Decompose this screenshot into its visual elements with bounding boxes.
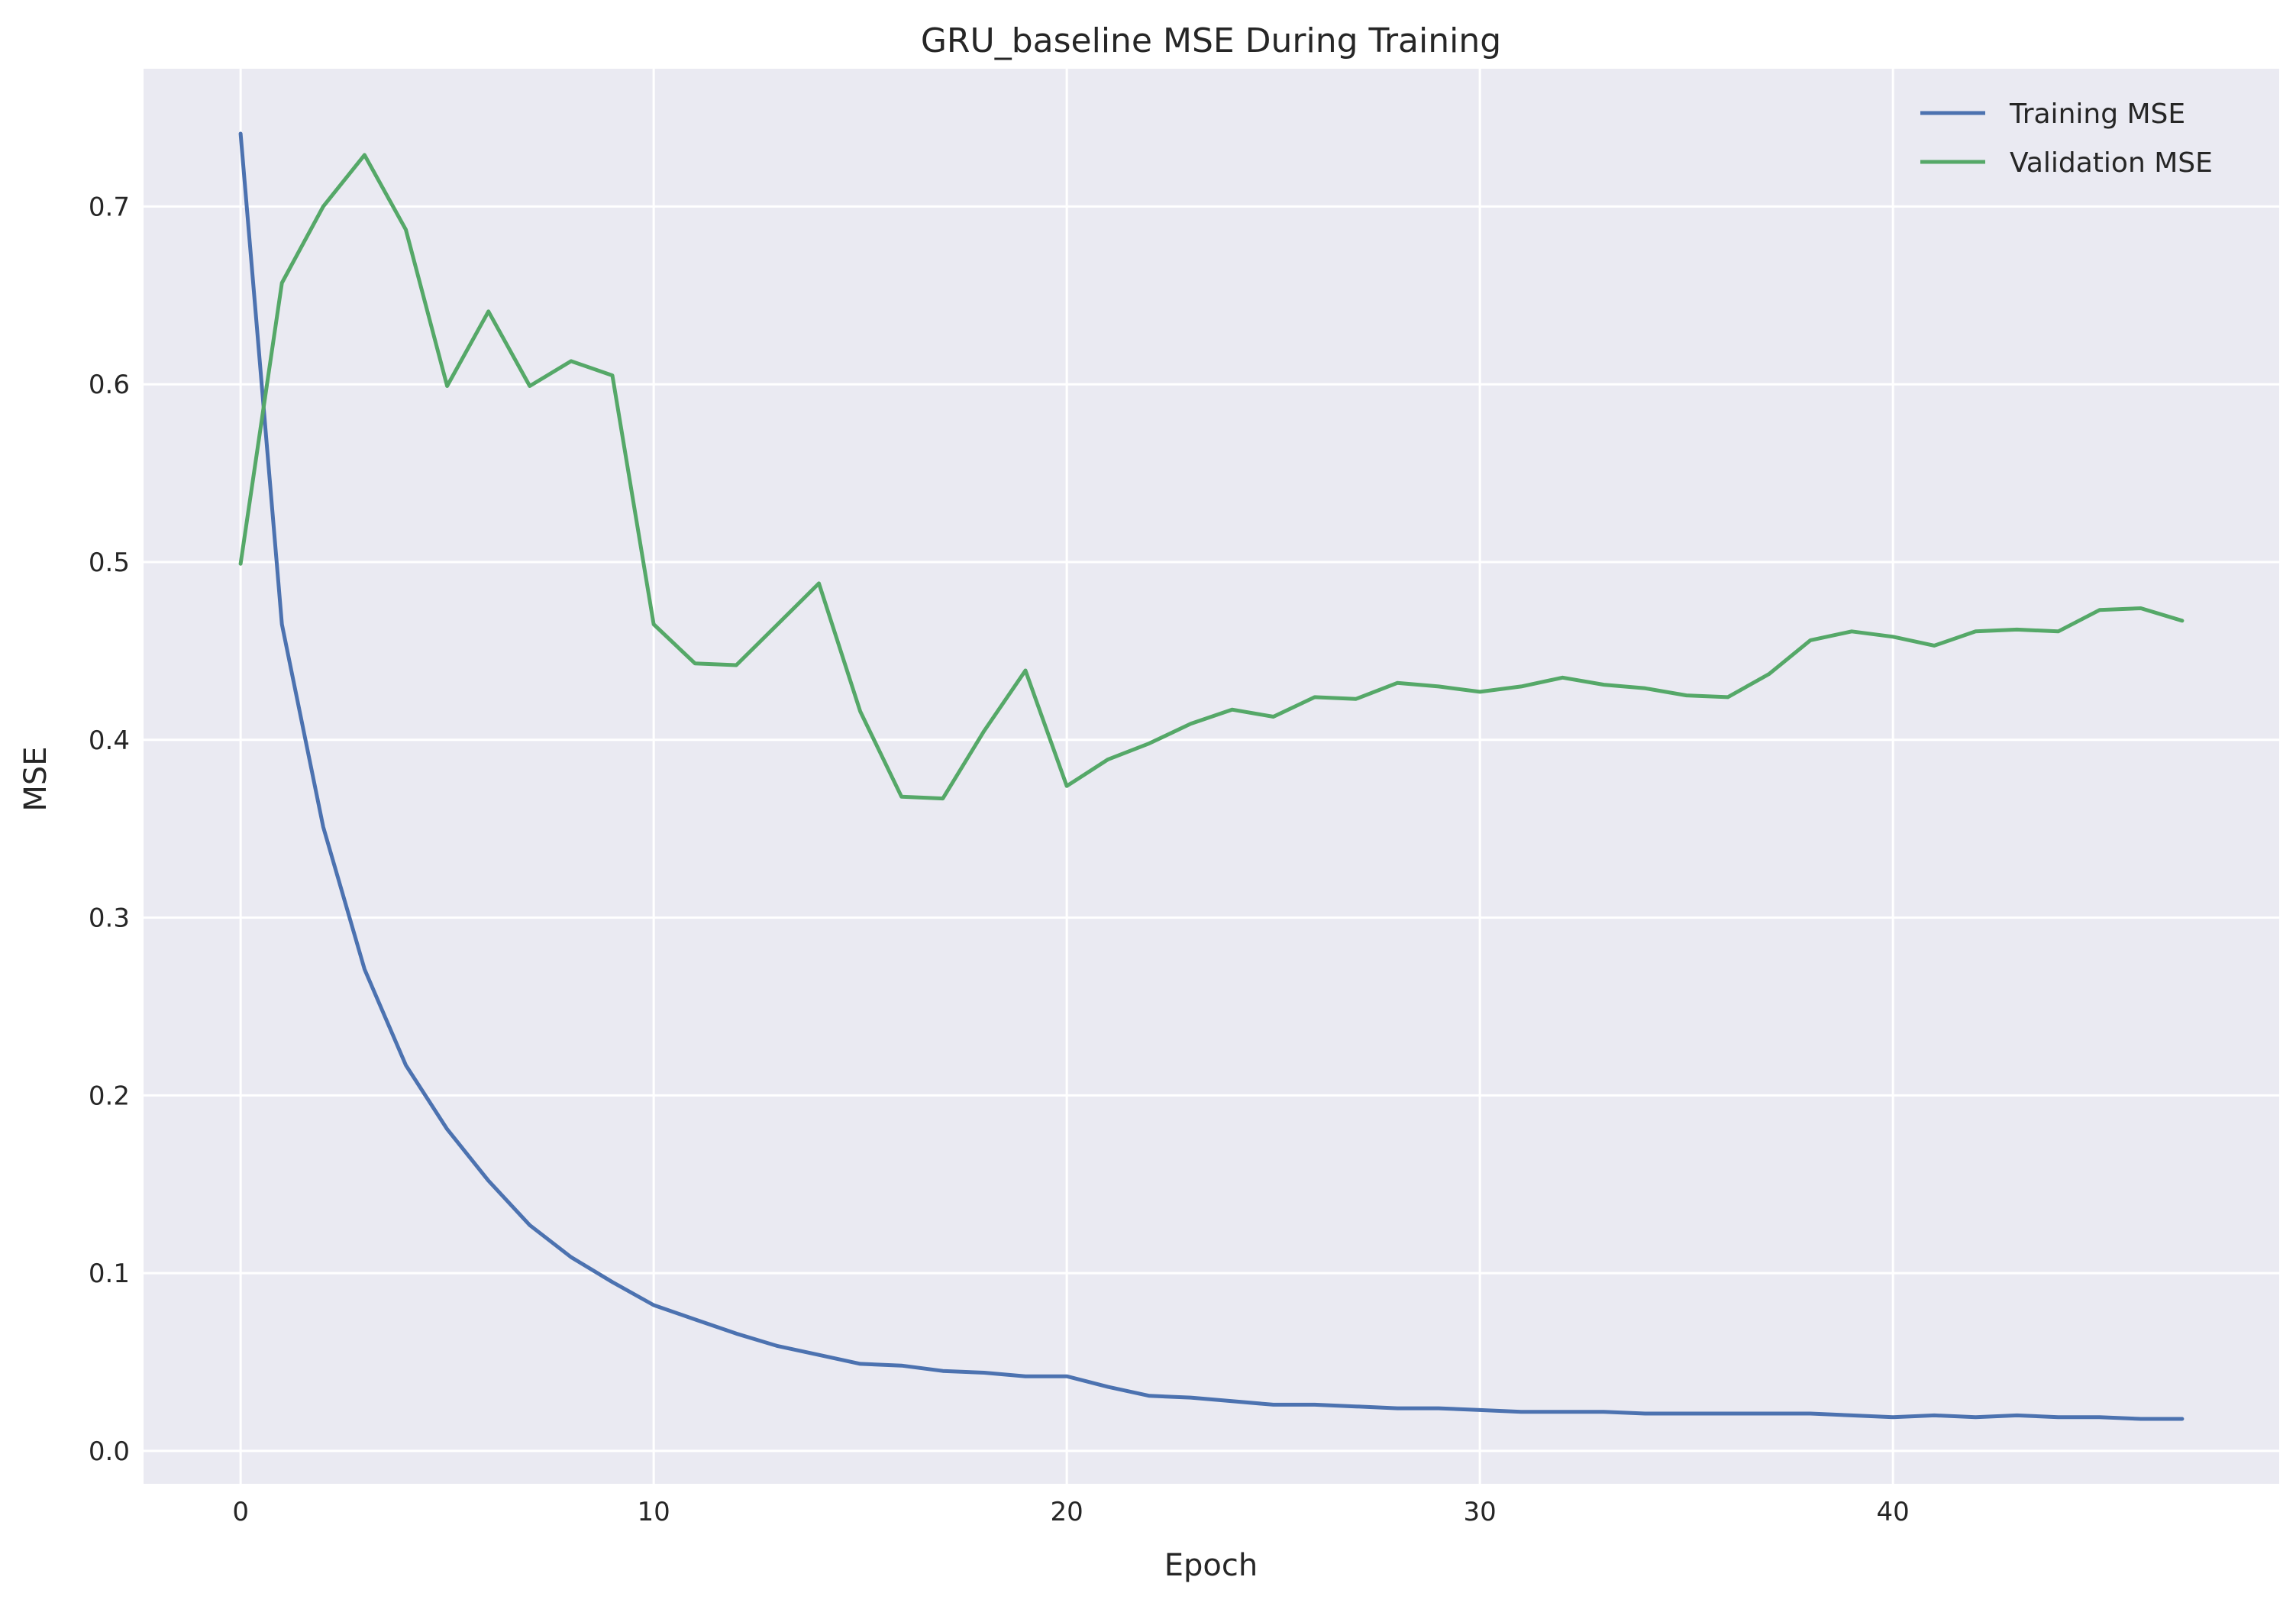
x-gridlines bbox=[239, 69, 1894, 1484]
x-tick-label: 30 bbox=[1464, 1497, 1497, 1527]
y-tick-label: 0.0 bbox=[89, 1436, 130, 1467]
series-layer bbox=[238, 131, 2185, 1421]
training-mse-line bbox=[238, 131, 2185, 1421]
plot-area bbox=[144, 69, 2279, 1484]
y-gridlines bbox=[144, 205, 2279, 1453]
x-axis-label: Epoch bbox=[1164, 1548, 1258, 1583]
legend-label-validation: Validation MSE bbox=[2010, 147, 2213, 179]
x-tick-label: 40 bbox=[1877, 1497, 1910, 1527]
y-tick-label: 0.6 bbox=[89, 370, 130, 400]
y-axis-label: MSE bbox=[18, 746, 53, 811]
validation-mse-line bbox=[238, 153, 2185, 801]
y-tick-label: 0.5 bbox=[89, 548, 130, 578]
y-tick-label: 0.4 bbox=[89, 725, 130, 756]
legend-label-training: Training MSE bbox=[2009, 99, 2185, 130]
y-tick-labels: 0.0 0.1 0.2 0.3 0.4 0.5 0.6 0.7 bbox=[89, 192, 130, 1467]
x-tick-labels: 0 10 20 30 40 bbox=[232, 1497, 1909, 1527]
chart-title: GRU_baseline MSE During Training bbox=[921, 21, 1501, 60]
y-tick-label: 0.3 bbox=[89, 903, 130, 934]
y-tick-label: 0.2 bbox=[89, 1081, 130, 1111]
y-tick-label: 0.1 bbox=[89, 1259, 130, 1289]
y-tick-label: 0.7 bbox=[89, 192, 130, 222]
x-tick-label: 20 bbox=[1051, 1497, 1083, 1527]
x-tick-label: 0 bbox=[232, 1497, 249, 1527]
legend: Training MSE Validation MSE bbox=[1920, 99, 2213, 179]
x-tick-label: 10 bbox=[638, 1497, 670, 1527]
